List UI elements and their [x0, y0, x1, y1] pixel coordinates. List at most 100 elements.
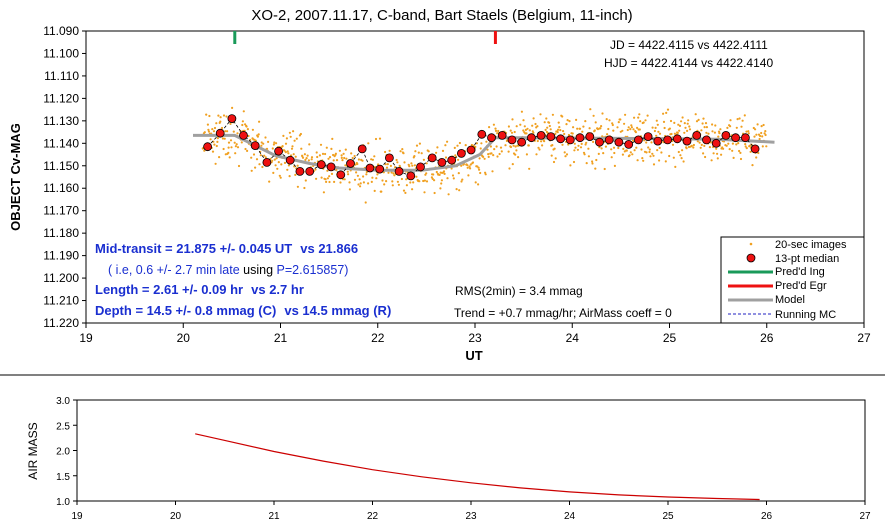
raw-point [617, 121, 620, 124]
raw-point [616, 126, 619, 129]
raw-point [534, 122, 537, 126]
median-point [527, 133, 536, 143]
raw-point [509, 129, 512, 132]
raw-point [347, 173, 350, 176]
raw-point [418, 142, 421, 145]
raw-point [591, 160, 594, 163]
raw-point [735, 126, 738, 129]
median-point [316, 160, 326, 170]
raw-point [441, 149, 445, 152]
raw-point [391, 180, 394, 183]
raw-point [748, 144, 751, 147]
raw-point [258, 163, 261, 166]
raw-point [292, 153, 295, 156]
raw-point [673, 132, 677, 135]
raw-point [215, 144, 218, 148]
raw-point [574, 146, 577, 149]
raw-point [687, 119, 690, 122]
main-y-tick-label: 11.180 [43, 226, 79, 240]
raw-point [513, 130, 516, 134]
raw-point [718, 132, 721, 135]
raw-point [211, 128, 214, 131]
main-y-tick-label: 11.120 [43, 91, 79, 105]
raw-point [444, 144, 447, 147]
raw-point [585, 162, 588, 165]
raw-point [417, 151, 420, 154]
raw-point [566, 119, 569, 122]
raw-point [670, 132, 673, 136]
legend-running-label: Running MC [775, 309, 836, 321]
raw-point [601, 112, 604, 115]
raw-point [236, 132, 239, 135]
raw-point [624, 113, 627, 116]
raw-point [478, 157, 481, 160]
raw-point [355, 171, 358, 174]
median-point [477, 129, 487, 139]
raw-point [451, 174, 455, 177]
raw-point [388, 149, 391, 152]
raw-point [457, 158, 460, 161]
raw-point [237, 164, 241, 168]
raw-point [493, 148, 496, 151]
raw-point [396, 161, 399, 164]
raw-point [260, 141, 263, 144]
median-point [604, 135, 614, 145]
raw-point [599, 127, 602, 130]
raw-point [342, 152, 345, 155]
airmass-x-tick-label: 20 [170, 511, 182, 522]
raw-point [656, 123, 659, 126]
raw-point [471, 161, 475, 164]
legend-median-label: 13-pt median [775, 253, 839, 265]
raw-point [588, 127, 591, 130]
raw-point [203, 131, 206, 134]
main-y-tick-label: 11.210 [43, 294, 79, 308]
raw-point [203, 149, 206, 152]
raw-point [543, 121, 546, 124]
raw-point [592, 140, 595, 143]
raw-point [543, 140, 546, 143]
raw-point [213, 143, 216, 146]
raw-point [378, 137, 382, 140]
raw-point [704, 155, 707, 159]
raw-point [230, 146, 233, 149]
raw-point [672, 156, 675, 159]
raw-point [692, 143, 696, 147]
raw-point [561, 143, 564, 146]
raw-point [373, 189, 376, 192]
raw-point [328, 156, 332, 159]
raw-point [749, 150, 752, 153]
raw-point [701, 122, 704, 125]
raw-point [295, 137, 298, 140]
median-point [536, 130, 546, 140]
raw-point [557, 121, 560, 124]
main-y-tick-label: 11.190 [43, 249, 79, 263]
raw-point [340, 154, 343, 157]
raw-point [334, 152, 337, 155]
raw-point [371, 158, 374, 161]
raw-point [255, 158, 259, 161]
median-point [595, 137, 604, 147]
raw-point [565, 153, 569, 156]
main-y-axis-ticks: 11.090 11.100 11.110 11.120 11.130 11.140 11.1… [43, 24, 86, 330]
raw-point [705, 126, 709, 129]
raw-point [619, 118, 622, 121]
raw-point [267, 140, 270, 143]
raw-point [331, 137, 334, 140]
raw-point [260, 144, 263, 147]
raw-point [528, 129, 531, 132]
raw-point [376, 173, 379, 176]
raw-point [703, 126, 706, 129]
raw-point [396, 180, 399, 183]
raw-point [335, 168, 338, 171]
raw-point [702, 152, 705, 155]
raw-point [321, 152, 325, 155]
raw-point [649, 155, 652, 158]
raw-point [257, 133, 260, 136]
raw-point [682, 160, 685, 163]
median-point [672, 134, 682, 144]
raw-point [636, 126, 639, 129]
raw-point [633, 149, 636, 152]
raw-point [483, 157, 486, 160]
raw-point [621, 129, 624, 132]
